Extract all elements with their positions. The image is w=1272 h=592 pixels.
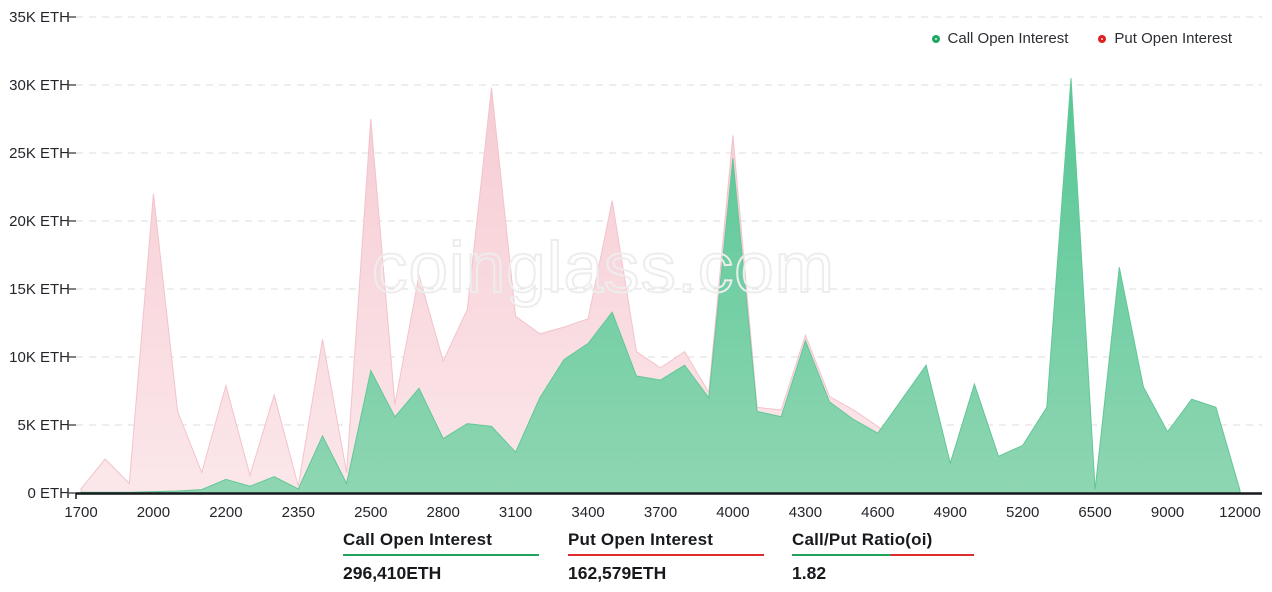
y-tick-label: 0 ETH <box>27 485 70 502</box>
x-tick-label: 2800 <box>427 504 460 521</box>
x-tick-label: 2000 <box>137 504 170 521</box>
legend-item-put[interactable]: Put Open Interest <box>1098 30 1232 47</box>
y-tick-label: 10K ETH <box>9 349 70 366</box>
y-tick-label: 5K ETH <box>17 417 70 434</box>
summary-stats-row: Call Open Interest 296,410ETH Put Open I… <box>0 530 1272 590</box>
x-tick-label: 4900 <box>934 504 967 521</box>
y-tick-label: 15K ETH <box>9 281 70 298</box>
stat-put-value: 162,579ETH <box>568 563 667 583</box>
stat-put-label: Put Open Interest <box>568 530 714 549</box>
x-tick-label: 3400 <box>571 504 604 521</box>
x-tick-label: 3700 <box>644 504 677 521</box>
y-tick-label: 20K ETH <box>9 213 70 230</box>
legend-item-call[interactable]: Call Open Interest <box>931 30 1069 47</box>
stat-ratio-label: Call/Put Ratio(oi) <box>792 530 933 549</box>
x-tick-label: 6500 <box>1078 504 1111 521</box>
stat-call-open-interest: Call Open Interest 296,410ETH <box>343 530 539 584</box>
x-tick-label: 3100 <box>499 504 532 521</box>
x-tick-label: 2350 <box>282 504 315 521</box>
stat-call-underline <box>343 554 539 556</box>
stat-put-underline <box>568 554 764 556</box>
chart-legend: Call Open Interest Put Open Interest <box>931 30 1232 47</box>
stat-ratio-underline <box>792 554 974 556</box>
stat-ratio-value: 1.82 <box>792 563 827 583</box>
x-tick-label: 4600 <box>861 504 894 521</box>
y-tick-label: 30K ETH <box>9 77 70 94</box>
x-tick-label: 4000 <box>716 504 749 521</box>
x-tick-label: 4300 <box>789 504 822 521</box>
x-tick-label: 2500 <box>354 504 387 521</box>
legend-put-label: Put Open Interest <box>1114 30 1232 47</box>
legend-call-label: Call Open Interest <box>947 30 1069 47</box>
y-tick-label: 35K ETH <box>9 9 70 26</box>
stat-put-open-interest: Put Open Interest 162,579ETH <box>568 530 764 584</box>
x-tick-label: 1700 <box>64 504 97 521</box>
x-tick-label: 2200 <box>209 504 242 521</box>
stat-call-value: 296,410ETH <box>343 563 442 583</box>
call-legend-dot-icon <box>931 34 940 43</box>
put-legend-dot-icon <box>1098 34 1107 43</box>
x-tick-label: 9000 <box>1151 504 1184 521</box>
call-open-interest-area <box>80 78 1241 494</box>
y-tick-label: 25K ETH <box>9 145 70 162</box>
stat-call-label: Call Open Interest <box>343 530 493 549</box>
x-tick-label: 12000 <box>1219 504 1261 521</box>
x-tick-label: 5200 <box>1006 504 1039 521</box>
stat-call-put-ratio: Call/Put Ratio(oi) 1.82 <box>792 530 974 584</box>
